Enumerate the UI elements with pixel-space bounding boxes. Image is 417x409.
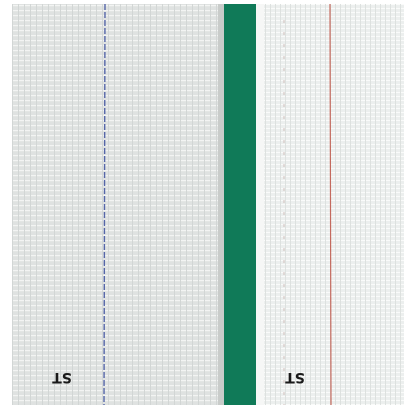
- left-strip: [12, 4, 218, 405]
- right-edge: [256, 4, 264, 405]
- green-band: [224, 4, 256, 405]
- strip-label: ST: [52, 369, 72, 385]
- red-thread: [329, 3, 332, 406]
- blue-thread: [103, 3, 106, 406]
- strip-label: ST: [285, 369, 305, 385]
- left-edge: [218, 4, 224, 405]
